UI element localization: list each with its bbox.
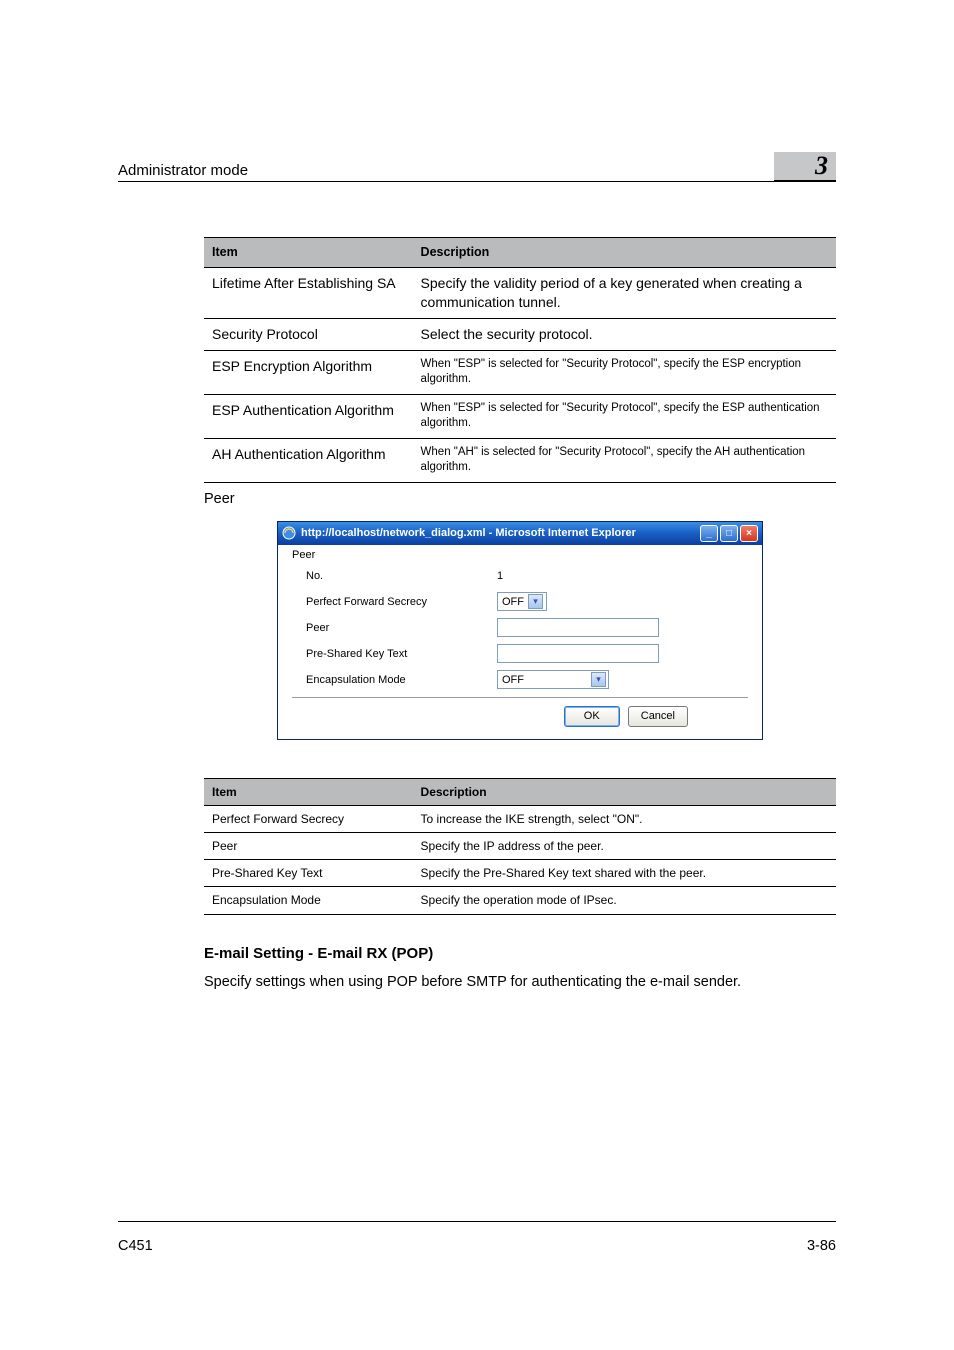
peer-settings-table: Item Description Perfect Forward Secrecy… xyxy=(204,778,836,915)
dialog-divider xyxy=(292,697,748,698)
cell-item: ESP Authentication Algorithm xyxy=(204,394,413,438)
cell-item: Encapsulation Mode xyxy=(204,887,413,914)
cell-desc: Specify the operation mode of IPsec. xyxy=(413,887,836,914)
chevron-down-icon: ▾ xyxy=(528,594,543,609)
enc-label: Encapsulation Mode xyxy=(292,674,497,686)
table-row: ESP Encryption Algorithm When "ESP" is s… xyxy=(204,350,836,394)
no-value: 1 xyxy=(497,570,503,582)
page-footer: C451 3-86 xyxy=(118,1221,836,1254)
cancel-button[interactable]: Cancel xyxy=(628,706,688,727)
cancel-label: Cancel xyxy=(641,710,675,722)
ie-icon xyxy=(282,526,296,540)
page-header: Administrator mode 3 xyxy=(118,150,836,182)
section-body: Specify settings when using POP before S… xyxy=(204,972,836,993)
cell-item: Perfect Forward Secrecy xyxy=(204,805,413,832)
cell-desc: When "AH" is selected for "Security Prot… xyxy=(413,438,836,482)
ok-label: OK xyxy=(584,710,600,722)
psk-input[interactable] xyxy=(497,644,659,663)
table-row: Peer Specify the IP address of the peer. xyxy=(204,833,836,860)
table-header-desc: Description xyxy=(413,238,836,268)
table-header-item: Item xyxy=(204,778,413,805)
footer-page: 3-86 xyxy=(807,1238,836,1254)
table-row: AH Authentication Algorithm When "AH" is… xyxy=(204,438,836,482)
close-button[interactable]: × xyxy=(740,525,758,542)
pfs-select-value: OFF xyxy=(502,596,524,608)
dialog-titlebar: http://localhost/network_dialog.xml - Mi… xyxy=(278,522,762,545)
psk-label: Pre-Shared Key Text xyxy=(292,648,497,660)
peer-field-label: Peer xyxy=(292,622,497,634)
window-controls: _ □ × xyxy=(700,525,758,542)
table-row: Security Protocol Select the security pr… xyxy=(204,318,836,350)
cell-desc: To increase the IKE strength, select "ON… xyxy=(413,805,836,832)
dialog-title: http://localhost/network_dialog.xml - Mi… xyxy=(301,527,636,539)
cell-item: Pre-Shared Key Text xyxy=(204,860,413,887)
table-row: ESP Authentication Algorithm When "ESP" … xyxy=(204,394,836,438)
close-glyph: × xyxy=(746,528,752,539)
pfs-label: Perfect Forward Secrecy xyxy=(292,596,497,608)
cell-desc: When "ESP" is selected for "Security Pro… xyxy=(413,350,836,394)
footer-model: C451 xyxy=(118,1238,153,1254)
peer-input[interactable] xyxy=(497,618,659,637)
cell-item: Security Protocol xyxy=(204,318,413,350)
chevron-down-icon: ▾ xyxy=(591,672,606,687)
minimize-glyph: _ xyxy=(706,528,712,539)
encapsulation-select[interactable]: OFF ▾ xyxy=(497,670,609,689)
table-row: Encapsulation Mode Specify the operation… xyxy=(204,887,836,914)
encapsulation-select-value: OFF xyxy=(502,674,587,686)
dialog-body: Peer No. 1 Perfect Forward Secrecy OFF ▾ xyxy=(278,545,762,739)
peer-heading: Peer xyxy=(204,491,836,507)
dialog-section-label: Peer xyxy=(292,549,748,561)
chapter-number: 3 xyxy=(774,152,836,181)
section-title: Administrator mode xyxy=(118,162,248,179)
table-row: Pre-Shared Key Text Specify the Pre-Shar… xyxy=(204,860,836,887)
table-row: Perfect Forward Secrecy To increase the … xyxy=(204,805,836,832)
maximize-glyph: □ xyxy=(726,528,732,539)
no-label: No. xyxy=(292,570,497,582)
cell-item: Lifetime After Establishing SA xyxy=(204,267,413,318)
cell-desc: Specify the IP address of the peer. xyxy=(413,833,836,860)
sa-settings-table: Item Description Lifetime After Establis… xyxy=(204,237,836,483)
table-header-item: Item xyxy=(204,238,413,268)
table-header-desc: Description xyxy=(413,778,836,805)
peer-dialog: http://localhost/network_dialog.xml - Mi… xyxy=(277,521,763,740)
cell-item: AH Authentication Algorithm xyxy=(204,438,413,482)
cell-desc: Specify the validity period of a key gen… xyxy=(413,267,836,318)
ok-button[interactable]: OK xyxy=(564,706,620,727)
maximize-button[interactable]: □ xyxy=(720,525,738,542)
table-row: Lifetime After Establishing SA Specify t… xyxy=(204,267,836,318)
minimize-button[interactable]: _ xyxy=(700,525,718,542)
cell-desc: Specify the Pre-Shared Key text shared w… xyxy=(413,860,836,887)
cell-desc: When "ESP" is selected for "Security Pro… xyxy=(413,394,836,438)
cell-item: ESP Encryption Algorithm xyxy=(204,350,413,394)
cell-desc: Select the security protocol. xyxy=(413,318,836,350)
section-heading: E-mail Setting - E-mail RX (POP) xyxy=(204,945,836,962)
cell-item: Peer xyxy=(204,833,413,860)
pfs-select[interactable]: OFF ▾ xyxy=(497,592,547,611)
